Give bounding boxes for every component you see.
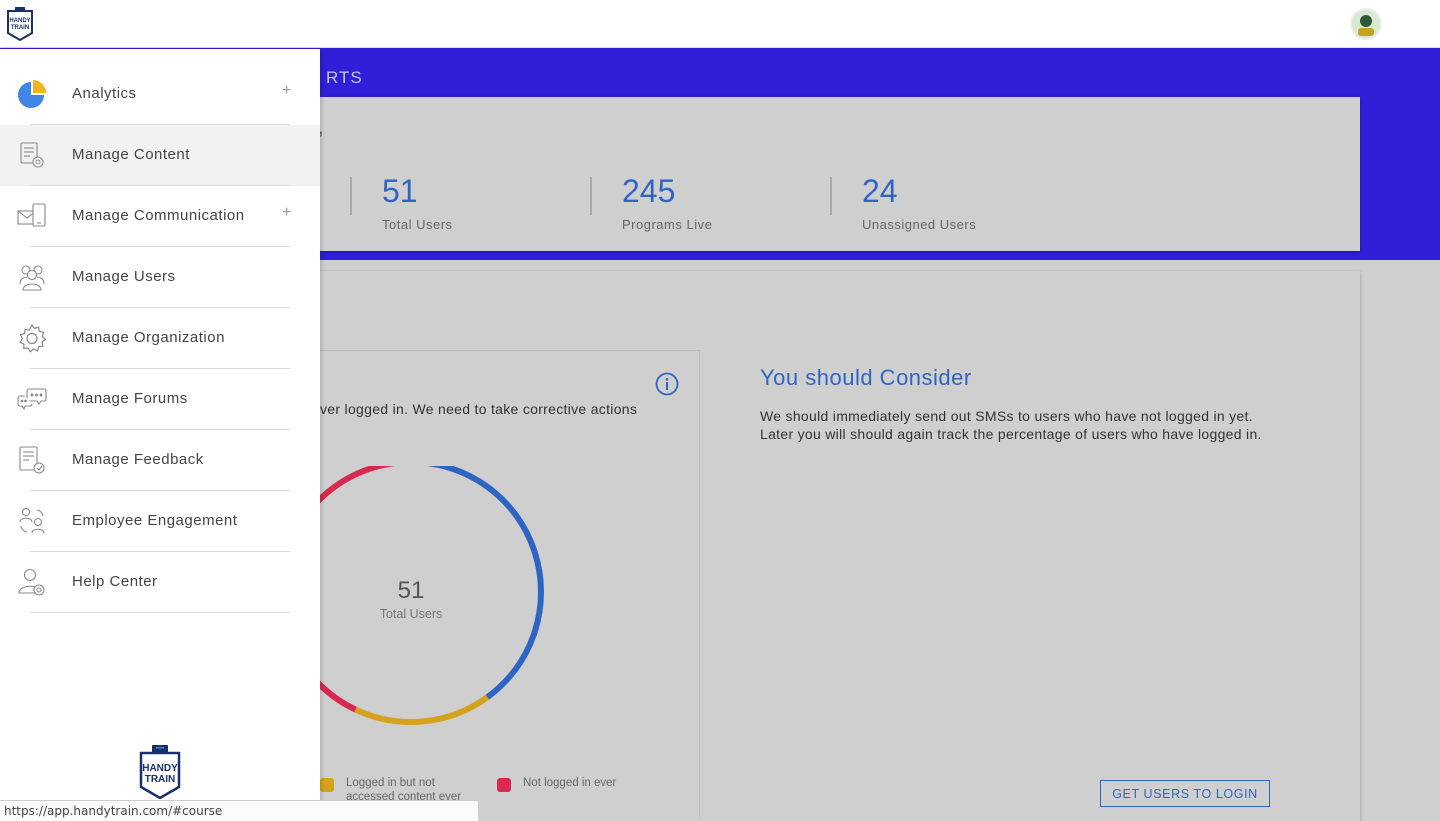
stat-value: 51: [382, 173, 418, 209]
get-users-to-login-button[interactable]: GET USERS TO LOGIN: [1100, 780, 1270, 807]
users-icon: [19, 265, 45, 291]
divider: [30, 307, 290, 308]
stat-value: 245: [622, 173, 676, 209]
stat-total-users: 51 Total Users: [350, 173, 452, 232]
engagement-icon: [19, 507, 45, 534]
forum-chat-icon: [17, 388, 47, 411]
gear-icon: [19, 323, 47, 353]
sidebar-item-manage-organization[interactable]: Manage Organization: [0, 308, 320, 369]
chart-description: ver logged in. We need to take correctiv…: [320, 401, 638, 417]
legend-label: Logged in but not: [346, 777, 435, 789]
expand-plus-icon[interactable]: +: [282, 82, 292, 99]
sidebar-item-label: Manage Content: [72, 146, 190, 163]
consider-title: You should Consider: [760, 365, 972, 390]
sidebar-item-label: Manage Forums: [72, 390, 188, 407]
donut-center-value: 51: [398, 577, 425, 604]
sidebar-item-label: Manage Communication: [72, 207, 245, 224]
sidebar-menu: Analytics + Manage Content Manage Commun…: [0, 49, 320, 821]
top-bar: HANDY TRAIN: [0, 0, 1440, 48]
sidebar-item-manage-users[interactable]: Manage Users: [0, 247, 320, 308]
sidebar-item-manage-feedback[interactable]: Manage Feedback: [0, 430, 320, 491]
communication-icon: [17, 203, 46, 227]
svg-text:TRAIN: TRAIN: [145, 774, 176, 785]
handytrain-footer-logo-icon: HANDY TRAIN: [139, 745, 181, 799]
handytrain-logo-icon[interactable]: HANDY TRAIN: [6, 7, 34, 41]
svg-text:HANDY: HANDY: [142, 763, 178, 774]
stat-label: Programs Live: [622, 217, 713, 232]
sidebar-item-label: Employee Engagement: [72, 512, 238, 529]
stat-label: Unassigned Users: [862, 217, 977, 232]
sidebar-item-label: Manage Organization: [72, 329, 225, 346]
header-tab-label[interactable]: RTS: [326, 68, 363, 87]
expand-plus-icon[interactable]: +: [282, 204, 292, 221]
sidebar-item-label: Manage Users: [72, 268, 176, 285]
legend-swatch: [320, 778, 334, 792]
greeting-fragment: ,: [318, 117, 324, 139]
divider: [30, 429, 290, 430]
divider: [30, 246, 290, 247]
stats-card: , 51 Total Users 245 Programs Live 24 Un…: [260, 97, 1360, 251]
divider: [30, 612, 290, 613]
divider: [30, 368, 290, 369]
sidebar-item-manage-content[interactable]: Manage Content: [0, 125, 320, 186]
donut-slice-1: [354, 694, 490, 725]
consider-text: We should immediately send out SMSs to u…: [760, 408, 1262, 442]
svg-text:HANDY: HANDY: [9, 18, 30, 24]
legend-swatch: [497, 778, 511, 792]
sidebar-item-help-center[interactable]: Help Center: [0, 552, 320, 613]
help-center-icon: [18, 568, 45, 596]
stat-programs-live: 245 Programs Live: [590, 173, 712, 232]
avatar-image-icon: [1352, 10, 1380, 38]
sidebar-item-employee-engagement[interactable]: Employee Engagement: [0, 491, 320, 552]
sidebar-item-analytics[interactable]: Analytics +: [0, 64, 320, 125]
sidebar-item-label: Analytics: [72, 85, 137, 102]
stat-value: 24: [862, 173, 898, 209]
stat-label: Total Users: [382, 217, 453, 232]
divider: [30, 124, 290, 125]
donut-slice-0: [426, 466, 544, 700]
legend-item-not-logged-in: Not logged in ever: [497, 776, 657, 792]
divider: [30, 551, 290, 552]
login-chart-panel: [260, 350, 700, 821]
divider: [30, 490, 290, 491]
sidebar-item-manage-communication[interactable]: Manage Communication +: [0, 186, 320, 247]
svg-text:TRAIN: TRAIN: [11, 25, 29, 31]
user-avatar[interactable]: [1350, 8, 1382, 40]
donut-center-label: Total Users: [380, 607, 443, 621]
divider: [30, 185, 290, 186]
content-settings-icon: [20, 142, 44, 168]
login-donut-chart: 51 Total Users: [278, 466, 544, 725]
pie-chart-icon: [18, 80, 46, 108]
browser-status-url: https://app.handytrain.com/#course: [0, 800, 479, 821]
insights-card: ver logged in. We need to take correctiv…: [260, 271, 1360, 821]
sidebar-item-label: Help Center: [72, 573, 158, 590]
sidebar-item-manage-forums[interactable]: Manage Forums: [0, 369, 320, 430]
stat-unassigned-users: 24 Unassigned Users: [830, 173, 976, 232]
sidebar-item-label: Manage Feedback: [72, 451, 204, 468]
feedback-icon: [19, 446, 45, 474]
legend-label: Not logged in ever: [523, 777, 617, 789]
info-icon[interactable]: [655, 372, 679, 396]
